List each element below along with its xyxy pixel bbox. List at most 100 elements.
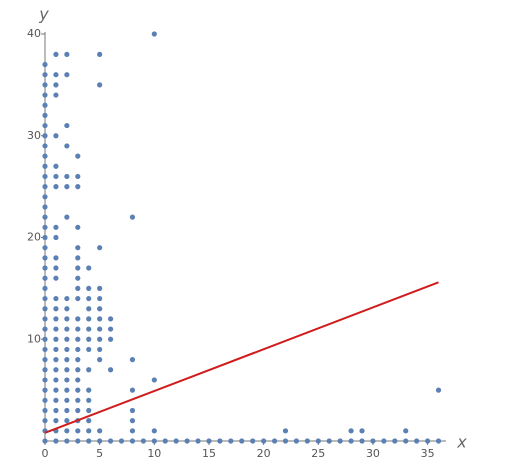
point [217, 438, 223, 444]
point [53, 265, 59, 271]
point [282, 438, 289, 444]
point [53, 224, 59, 230]
point [75, 153, 81, 159]
point [151, 31, 157, 37]
point [97, 316, 103, 322]
point [53, 82, 59, 88]
point [97, 295, 103, 302]
y-axis-title: y [38, 5, 49, 24]
point [42, 285, 48, 291]
point [195, 438, 201, 444]
point [42, 143, 48, 149]
point [64, 173, 70, 180]
point [42, 173, 48, 180]
point [348, 438, 354, 444]
point [75, 438, 81, 444]
point [64, 357, 70, 363]
point [392, 438, 398, 444]
point [359, 438, 365, 444]
point [64, 397, 70, 403]
point [293, 438, 300, 444]
point [86, 428, 92, 434]
point [53, 357, 59, 363]
point [53, 295, 59, 302]
x-tick-label: 25 [311, 447, 325, 460]
point [42, 133, 48, 139]
point [326, 438, 332, 444]
point [42, 387, 48, 393]
point [53, 377, 59, 383]
y-tick-label: 40 [27, 27, 41, 40]
point [64, 214, 70, 220]
point [42, 102, 48, 108]
point [282, 428, 289, 434]
point [64, 407, 70, 414]
point [53, 387, 59, 393]
point [86, 316, 92, 322]
point [129, 438, 136, 444]
point [53, 397, 59, 403]
point [151, 438, 157, 444]
point [75, 255, 81, 261]
point [359, 428, 365, 434]
point [435, 387, 442, 393]
point [53, 163, 59, 169]
point [53, 51, 59, 57]
point [42, 357, 48, 363]
point [75, 224, 81, 230]
point [239, 438, 245, 444]
point [75, 285, 81, 291]
point [42, 163, 48, 169]
point [53, 234, 59, 241]
point [64, 387, 70, 393]
point [42, 407, 48, 414]
point [75, 316, 81, 322]
point [42, 346, 48, 353]
point [42, 194, 48, 200]
point [42, 438, 48, 444]
point [42, 255, 48, 261]
point [162, 438, 168, 444]
point [64, 51, 70, 57]
point [53, 346, 59, 353]
point [97, 306, 103, 312]
y-tick-label: 30 [27, 129, 41, 142]
point [53, 255, 59, 261]
point [53, 407, 59, 414]
point [184, 438, 190, 444]
point [75, 295, 81, 302]
point [42, 316, 48, 322]
point [86, 336, 92, 342]
point [42, 336, 48, 342]
point [86, 346, 92, 353]
point [75, 336, 81, 342]
point [53, 326, 59, 332]
point [75, 275, 81, 281]
point [75, 357, 81, 363]
point [42, 234, 48, 241]
point [64, 184, 70, 190]
point [129, 387, 136, 393]
point [64, 306, 70, 312]
x-tick-label: 20 [257, 447, 271, 460]
point [42, 92, 48, 98]
point [53, 72, 59, 78]
point [97, 428, 103, 434]
point [75, 173, 81, 180]
point [107, 367, 114, 373]
point [64, 377, 70, 383]
x-tick-label: 35 [421, 447, 435, 460]
point [75, 326, 81, 332]
point [97, 51, 103, 57]
point [97, 82, 103, 88]
point [261, 438, 267, 444]
point [107, 438, 114, 444]
point [42, 112, 48, 118]
point [97, 285, 103, 291]
point [64, 72, 70, 78]
point [42, 306, 48, 312]
point [425, 438, 431, 444]
point [42, 265, 48, 271]
point [75, 387, 81, 393]
